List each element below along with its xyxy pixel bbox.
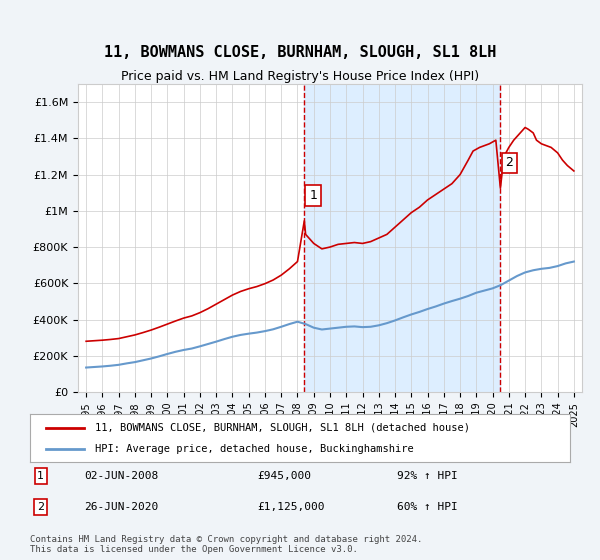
Bar <box>304 84 500 392</box>
Text: 1: 1 <box>309 189 317 202</box>
Text: £1,125,000: £1,125,000 <box>257 502 324 512</box>
Text: Contains HM Land Registry data © Crown copyright and database right 2024.
This d: Contains HM Land Registry data © Crown c… <box>30 535 422 554</box>
Text: 1: 1 <box>37 471 44 481</box>
Text: 26-JUN-2020: 26-JUN-2020 <box>84 502 158 512</box>
Text: 02-JUN-2008: 02-JUN-2008 <box>84 471 158 481</box>
Text: 2: 2 <box>505 156 513 170</box>
Text: 92% ↑ HPI: 92% ↑ HPI <box>397 471 458 481</box>
Text: 11, BOWMANS CLOSE, BURNHAM, SLOUGH, SL1 8LH: 11, BOWMANS CLOSE, BURNHAM, SLOUGH, SL1 … <box>104 45 496 60</box>
Text: £945,000: £945,000 <box>257 471 311 481</box>
Text: Price paid vs. HM Land Registry's House Price Index (HPI): Price paid vs. HM Land Registry's House … <box>121 70 479 83</box>
Text: 2: 2 <box>37 502 44 512</box>
Text: HPI: Average price, detached house, Buckinghamshire: HPI: Average price, detached house, Buck… <box>95 444 413 454</box>
Text: 11, BOWMANS CLOSE, BURNHAM, SLOUGH, SL1 8LH (detached house): 11, BOWMANS CLOSE, BURNHAM, SLOUGH, SL1 … <box>95 423 470 433</box>
Text: 60% ↑ HPI: 60% ↑ HPI <box>397 502 458 512</box>
